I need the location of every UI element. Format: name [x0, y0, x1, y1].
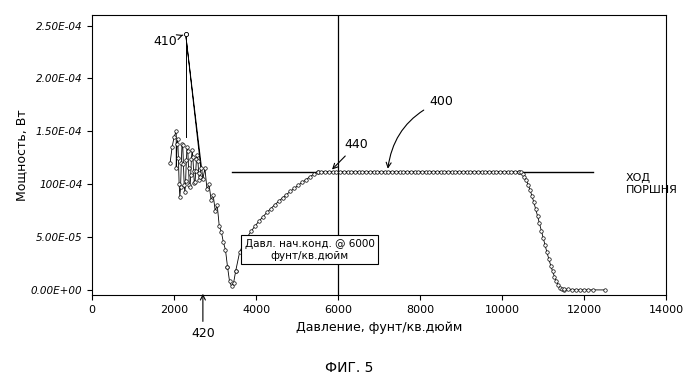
Text: 400: 400	[386, 95, 453, 168]
Text: 420: 420	[191, 295, 215, 340]
Text: 440: 440	[333, 138, 368, 169]
Text: 410: 410	[154, 35, 183, 48]
Text: Давл. нач.конд. @ 6000
фунт/кв.дюйм: Давл. нач.конд. @ 6000 фунт/кв.дюйм	[245, 239, 375, 261]
Text: ФИГ. 5: ФИГ. 5	[325, 361, 374, 375]
Y-axis label: Мощность, Вт: Мощность, Вт	[15, 109, 28, 201]
Text: ХОД
ПОРШНЯ: ХОД ПОРШНЯ	[626, 173, 677, 196]
X-axis label: Давление, фунт/кв.дюйм: Давление, фунт/кв.дюйм	[296, 321, 463, 334]
